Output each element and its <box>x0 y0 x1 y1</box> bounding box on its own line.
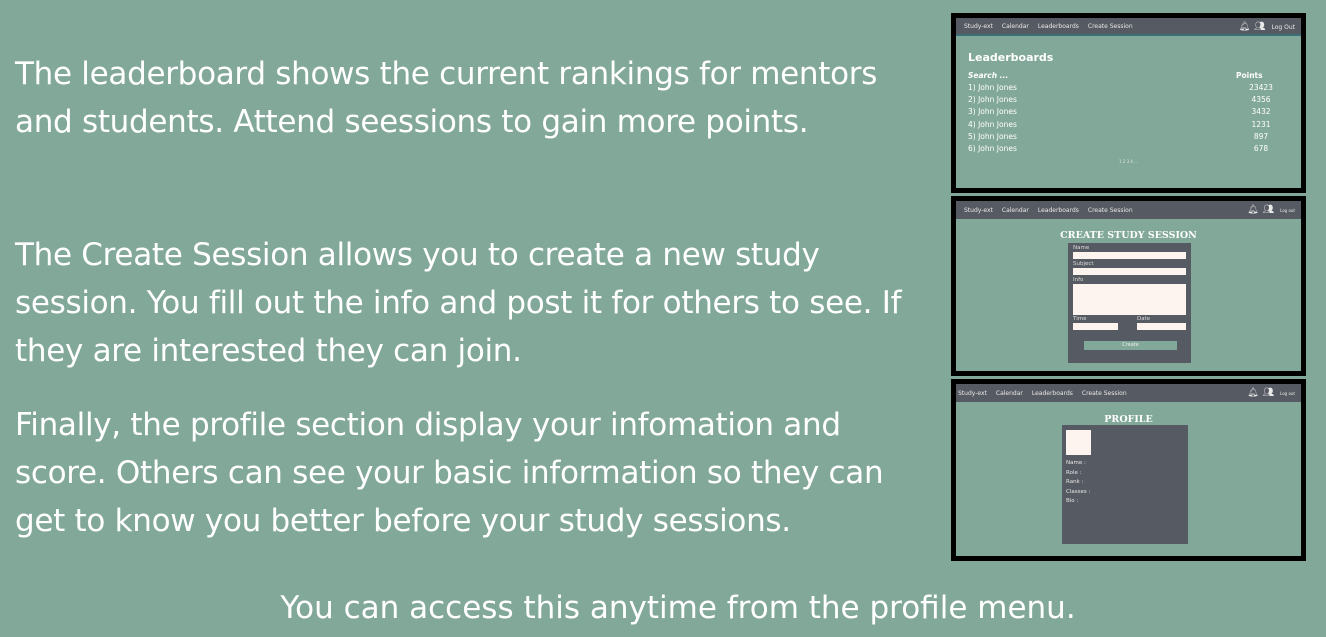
top-nav: Study-ext Calendar Leaderboards Create S… <box>956 384 1301 402</box>
rank-points: 23423 <box>1249 83 1273 92</box>
bell-icon[interactable]: 🔔︎ <box>1238 21 1251 32</box>
rank-name: 5) John Jones <box>968 131 1017 141</box>
leaderboard-screenshot: Study-ext Calendar Leaderboards Create S… <box>951 13 1306 193</box>
leaderboard-description: The leaderboard shows the current rankin… <box>15 56 878 140</box>
logout-link[interactable]: Log out <box>1280 390 1295 396</box>
nav-create-session[interactable]: Create Session <box>1087 22 1133 30</box>
date-label: Date <box>1137 316 1151 322</box>
create-session-form: Name Subject Info Time Date Create <box>1068 243 1191 363</box>
pagination[interactable]: 1 2 3 4 ... <box>1118 159 1139 164</box>
profile-field-rank: Rank : <box>1066 479 1084 485</box>
nav-create-session[interactable]: Create Session <box>1087 206 1133 214</box>
profile-fields: Name : Role : Rank : Classes : Bio : <box>1066 459 1090 507</box>
profile-field-name: Name : <box>1066 460 1086 466</box>
list-item: 2) John Jones 4356 <box>968 95 1288 107</box>
nav-brand[interactable]: Study-ext <box>964 22 993 30</box>
users-icon[interactable]: 👥︎ <box>1262 387 1275 398</box>
profile-description: Finally, the profile section display you… <box>15 407 884 539</box>
leaderboard-title: Leaderboards <box>968 51 1054 64</box>
logout-link[interactable]: Log out <box>1280 207 1295 213</box>
rank-points: 4356 <box>1251 95 1271 105</box>
subject-field[interactable] <box>1073 268 1186 275</box>
leaderboard-list: 1) John Jones 23423 2) John Jones 4356 3) … <box>968 83 1288 156</box>
rank-name: 1) John Jones <box>968 83 1017 92</box>
list-item: 6) John Jones 678 <box>968 144 1288 156</box>
profile-card: Name : Role : Rank : Classes : Bio : <box>1062 425 1188 544</box>
rank-points: 897 <box>1253 131 1269 141</box>
nav-calendar[interactable]: Calendar <box>995 389 1023 397</box>
time-label: Time <box>1073 316 1087 322</box>
users-icon[interactable]: 👥︎ <box>1262 204 1275 215</box>
create-button[interactable]: Create <box>1084 341 1177 350</box>
nav-leaderboards[interactable]: Leaderboards <box>1037 22 1079 30</box>
nav-leaderboards[interactable]: Leaderboards <box>1037 206 1079 214</box>
profile-field-role: Role : <box>1066 469 1082 476</box>
bell-icon[interactable]: 🔔︎ <box>1247 204 1259 215</box>
nav-calendar[interactable]: Calendar <box>1001 206 1029 214</box>
list-item: 5) John Jones 897 <box>968 132 1288 144</box>
rank-name: 2) John Jones <box>968 95 1017 105</box>
name-label: Name <box>1073 245 1090 251</box>
list-item: 4) John Jones 1231 <box>968 120 1288 132</box>
subject-label: Subject <box>1073 261 1094 267</box>
nav-leaderboards[interactable]: Leaderboards <box>1031 389 1073 397</box>
top-nav: Study-ext Calendar Leaderboards Create S… <box>956 18 1301 36</box>
search-input[interactable]: Search ... <box>968 71 1009 80</box>
profile-field-classes: Classes : <box>1066 488 1091 495</box>
profile-title: PROFILE <box>1104 414 1153 425</box>
rank-points: 1231 <box>1251 119 1271 129</box>
info-label: Info <box>1073 277 1084 283</box>
nav-brand[interactable]: Study-ext <box>958 389 987 397</box>
nav-create-session[interactable]: Create Session <box>1081 389 1127 397</box>
name-field[interactable] <box>1073 252 1186 259</box>
create-session-screenshot: Study-ext Calendar Leaderboards Create S… <box>951 196 1306 376</box>
rank-name: 6) John Jones <box>968 143 1017 153</box>
list-item: 3) John Jones 3432 <box>968 107 1288 119</box>
rank-name: 3) John Jones <box>968 107 1017 117</box>
logout-link[interactable]: Log Out <box>1271 23 1295 31</box>
avatar <box>1066 430 1091 455</box>
info-field[interactable] <box>1073 284 1186 315</box>
rank-points: 3432 <box>1251 107 1271 117</box>
profile-field-bio: Bio : <box>1066 498 1079 504</box>
time-field[interactable] <box>1073 323 1118 330</box>
create-session-description: The Create Session allows you to create … <box>15 237 902 369</box>
points-header: Points <box>1236 71 1263 80</box>
profile-screenshot: Study-ext Calendar Leaderboards Create S… <box>951 379 1306 561</box>
bell-icon[interactable]: 🔔︎ <box>1247 387 1259 398</box>
nav-calendar[interactable]: Calendar <box>1001 22 1029 30</box>
nav-brand[interactable]: Study-ext <box>964 206 993 214</box>
list-item: 1) John Jones 23423 <box>968 83 1288 95</box>
date-field[interactable] <box>1137 323 1186 330</box>
users-icon[interactable]: 👥︎ <box>1254 21 1266 32</box>
create-session-title: CREATE STUDY SESSION <box>1060 230 1197 241</box>
rank-name: 4) John Jones <box>968 119 1017 129</box>
footer-note: You can access this anytime from the pro… <box>280 590 1076 626</box>
rank-points: 678 <box>1253 143 1269 153</box>
top-nav: Study-ext Calendar Leaderboards Create S… <box>956 201 1301 219</box>
